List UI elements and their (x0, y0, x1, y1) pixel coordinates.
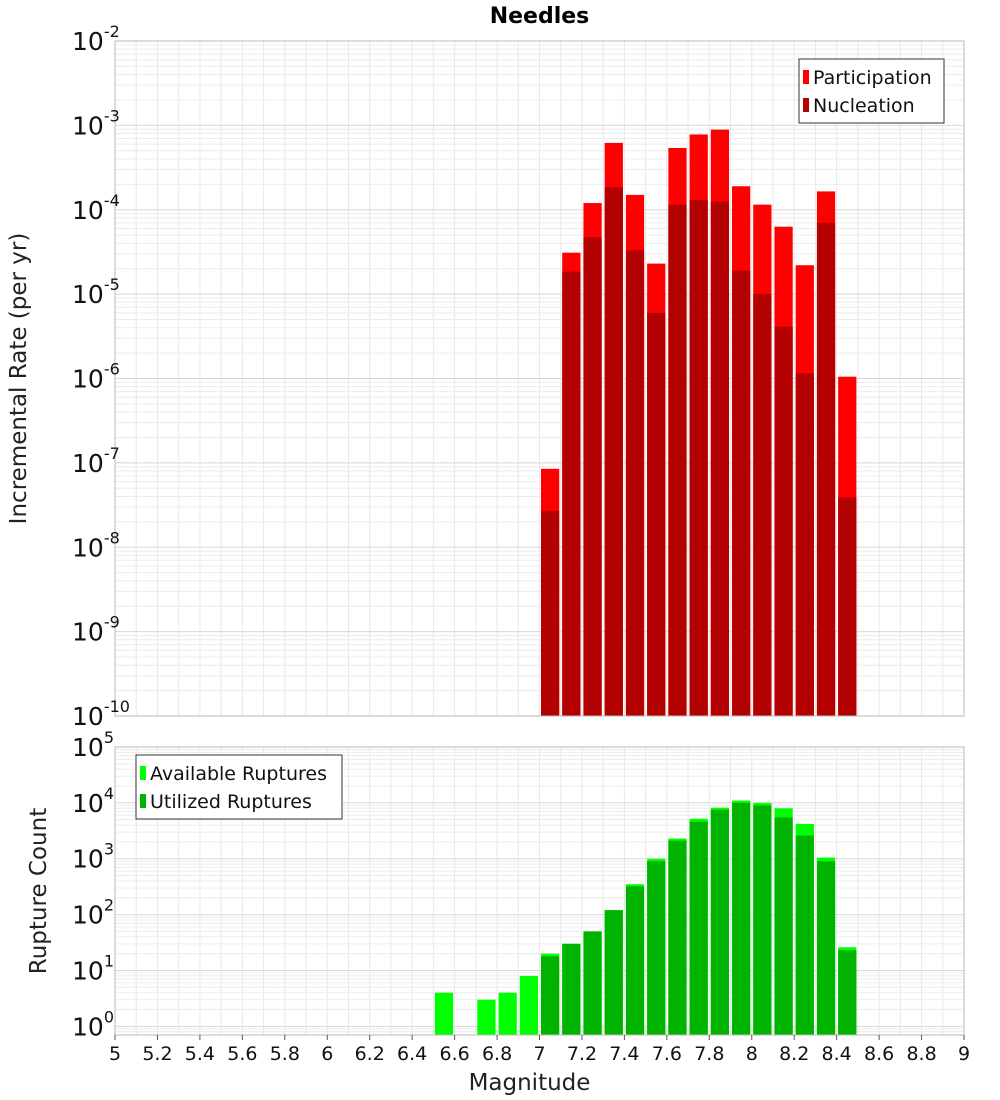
count-legend-swatch (140, 794, 146, 808)
count-y-tick-label: 105 (72, 728, 114, 762)
count-y-axis-label: Rupture Count (26, 808, 52, 974)
nucleation-bar (541, 510, 560, 716)
utilized-ruptures-bar (710, 809, 730, 1035)
nucleation-bar (753, 294, 772, 716)
nucleation-bar (774, 326, 793, 716)
x-tick-label: 8.4 (822, 1043, 852, 1065)
rate-legend-box (798, 58, 945, 124)
x-tick-label: 6.2 (355, 1043, 385, 1065)
count-legend: Available Ruptures Utilized Ruptures (135, 754, 343, 820)
x-tick-label: 7.8 (694, 1043, 724, 1065)
rate-bars (541, 129, 857, 717)
count-grid (114, 746, 965, 1036)
count-y-tick-label: 101 (72, 951, 114, 985)
rate-frame (114, 40, 965, 717)
x-tick-label: 8 (746, 1043, 758, 1065)
rate-y-tick-label: 10-10 (72, 697, 130, 731)
count-bars (434, 800, 857, 1035)
rate-grid (114, 40, 965, 717)
count-legend-label: Utilized Ruptures (150, 791, 312, 813)
x-tick-label: 8.2 (779, 1043, 809, 1065)
utilized-ruptures-bar (753, 805, 772, 1035)
rate-legend-swatch (803, 98, 809, 112)
utilized-ruptures-bar (562, 943, 581, 1035)
utilized-ruptures-bar (816, 861, 836, 1035)
rate-y-tick-label: 10-3 (72, 106, 120, 140)
utilized-ruptures-bar (774, 817, 793, 1035)
nucleation-bar (604, 187, 623, 716)
utilized-ruptures-bar (732, 802, 751, 1035)
nucleation-bar (838, 497, 857, 716)
count-legend-swatch (140, 766, 146, 780)
x-tick-label: 5.8 (270, 1043, 300, 1065)
x-tick-label: 7 (533, 1043, 545, 1065)
nucleation-bar (710, 201, 730, 716)
count-y-ticks: 100 101 102 103 104 105 (72, 728, 114, 1041)
utilized-ruptures-bar (583, 931, 602, 1035)
rate-legend-label: Participation (813, 67, 932, 89)
x-tick-label: 9 (958, 1043, 970, 1065)
nucleation-bar (689, 200, 708, 716)
x-tick-label: 7.6 (652, 1043, 682, 1065)
utilized-ruptures-bar (625, 886, 645, 1035)
rate-legend-label: Nucleation (813, 95, 915, 117)
count-legend-label: Available Ruptures (150, 763, 327, 785)
x-tick-label: 5 (109, 1043, 121, 1065)
available-ruptures-bar (477, 999, 496, 1035)
rate-y-tick-label: 10-7 (72, 444, 120, 478)
nucleation-bar (583, 237, 602, 716)
count-y-tick-label: 100 (72, 1007, 114, 1041)
count-legend-box (135, 754, 343, 820)
nucleation-bar (816, 222, 836, 716)
rate-y-tick-label: 10-6 (72, 360, 120, 394)
available-ruptures-bar (498, 992, 517, 1035)
rate-legend-swatch (803, 70, 809, 84)
utilized-ruptures-bar (647, 861, 666, 1035)
utilized-ruptures-bar (604, 910, 623, 1035)
rate-y-tick-label: 10-9 (72, 613, 120, 647)
x-tick-label: 8.8 (906, 1043, 936, 1065)
x-tick-label: 7.2 (567, 1043, 597, 1065)
count-y-tick-label: 103 (72, 840, 114, 874)
utilized-ruptures-bar (795, 835, 814, 1035)
count-y-tick-label: 104 (72, 784, 114, 818)
x-ticks: 5 5.2 5.4 5.6 5.8 6 6.2 6.4 6.6 6.8 7 7.2 7.4 7.6 7.8 8… (109, 1035, 970, 1065)
available-ruptures-bar (519, 975, 538, 1035)
count-y-tick-label: 102 (72, 896, 114, 930)
x-tick-label: 8.6 (864, 1043, 894, 1065)
rate-y-tick-label: 10-2 (72, 22, 120, 56)
utilized-ruptures-bar (689, 821, 708, 1035)
nucleation-bar (625, 250, 645, 717)
x-tick-label: 7.4 (609, 1043, 639, 1065)
rate-y-ticks: 10-10 10-9 10-8 10-7 10-6 10-5 10-4 10-3 10-2 (72, 22, 130, 731)
nucleation-bar (647, 312, 666, 716)
x-tick-label: 6 (321, 1043, 333, 1065)
chart-title: Needles (490, 4, 590, 29)
x-tick-label: 6.8 (482, 1043, 512, 1065)
nucleation-bar (562, 271, 581, 716)
rate-y-tick-label: 10-5 (72, 275, 120, 309)
nucleation-bar (668, 204, 687, 717)
x-axis-label: Magnitude (469, 1070, 591, 1096)
rate-y-tick-label: 10-4 (72, 191, 120, 225)
utilized-ruptures-bar (838, 950, 857, 1035)
rate-y-axis-label: Incremental Rate (per yr) (6, 233, 32, 525)
utilized-ruptures-bar (541, 956, 560, 1035)
rate-legend: Participation Nucleation (798, 58, 945, 124)
rate-y-tick-label: 10-8 (72, 528, 120, 562)
utilized-ruptures-bar (668, 840, 687, 1035)
x-tick-label: 6.4 (397, 1043, 427, 1065)
available-ruptures-bar (434, 992, 454, 1035)
x-tick-label: 5.2 (142, 1043, 172, 1065)
x-tick-label: 5.6 (227, 1043, 257, 1065)
nucleation-bar (795, 373, 814, 716)
x-tick-label: 6.6 (439, 1043, 469, 1065)
x-tick-label: 5.4 (185, 1043, 215, 1065)
nucleation-bar (732, 270, 751, 716)
